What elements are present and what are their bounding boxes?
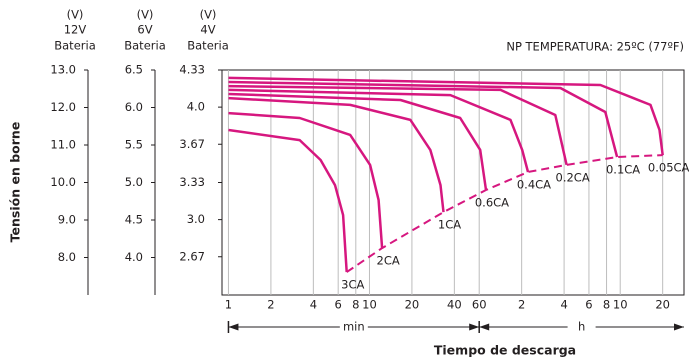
axis-unit: (V) [67,8,84,22]
discharge-curve [228,84,568,166]
series-label: 2CA [377,254,400,268]
arrow-head [674,323,684,331]
x-tick-label: 1 [225,298,232,312]
series-label: 0.2CA [556,170,590,184]
y-tick-label: 4.0 [187,100,205,114]
y-tick-label: 10.0 [50,175,76,189]
y-tick-label: 3.0 [187,212,205,226]
axis-sub: Bateria [124,39,166,53]
axis-sub: Bateria [187,39,229,53]
series-label: 1CA [438,218,461,232]
y-tick-label: 11.0 [50,138,76,152]
range-label-bg [339,320,368,334]
discharge-curve [228,111,384,249]
axis-name: 12V [64,23,87,37]
y-tick-label: 4.0 [125,250,143,264]
discharge-curve [228,88,530,173]
x-tick-label: 2 [518,298,525,312]
series-label: 0.05CA [648,161,689,175]
x-tick-label: 10 [362,298,377,312]
x-tick-label: 40 [447,298,462,312]
discharge-curve [228,128,348,273]
range-label: min [343,320,365,334]
x-tick-label: 4 [560,298,567,312]
x-tick-label: 10 [613,298,628,312]
x-axis-label: Tiempo de descarga [434,343,576,358]
discharge-curve [228,76,664,156]
x-tick-label: 2 [267,298,274,312]
axis-sub: Bateria [54,39,96,53]
y-tick-label: 2.67 [179,249,205,263]
axis-name: 4V [200,23,215,37]
y-tick-label: 6.0 [125,100,143,114]
y-tick-label: 6.5 [125,63,143,77]
y-tick-label: 13.0 [50,63,76,77]
chart-title: NP TEMPERATURA: 25ºC (77ºF) [506,40,684,54]
series-label: 0.1CA [606,163,640,177]
x-tick-label: 6 [335,298,342,312]
y-axis-label: Tensión en borne [8,122,23,243]
y-tick-label: 3.33 [179,175,205,189]
cutoff-line [346,154,663,273]
x-tick-label: 20 [655,298,670,312]
y-tick-label: 3.67 [179,137,205,151]
arrow-head [479,323,490,331]
y-tick-label: 4.33 [179,63,205,77]
y-tick-label: 8.0 [58,250,76,264]
discharge-curve [228,80,619,158]
axis-unit: (V) [200,8,217,22]
x-tick-label: 6 [585,298,592,312]
y-tick-label: 5.0 [125,175,143,189]
range-label-bg [567,320,596,334]
arrow-head [228,323,239,331]
plot-frame [221,69,685,296]
y-tick-label: 4.5 [125,213,143,227]
axis-unit: (V) [137,8,154,22]
series-label: 0.6CA [475,196,509,210]
x-tick-label: 8 [352,298,359,312]
y-tick-label: 12.0 [50,100,76,114]
x-tick-label: 60 [472,298,487,312]
series-label: 3CA [341,278,364,292]
range-label: h [578,320,585,334]
y-tick-label: 5.5 [125,138,143,152]
x-tick-label: 8 [603,298,610,312]
x-tick-label: 4 [310,298,317,312]
y-tick-label: 9.0 [58,213,76,227]
x-tick-label: 20 [405,298,420,312]
discharge-curve [228,92,488,191]
axis-name: 6V [137,23,152,37]
series-label: 0.4CA [517,178,551,192]
arrow-head [469,323,480,331]
discharge-curve [228,96,445,213]
